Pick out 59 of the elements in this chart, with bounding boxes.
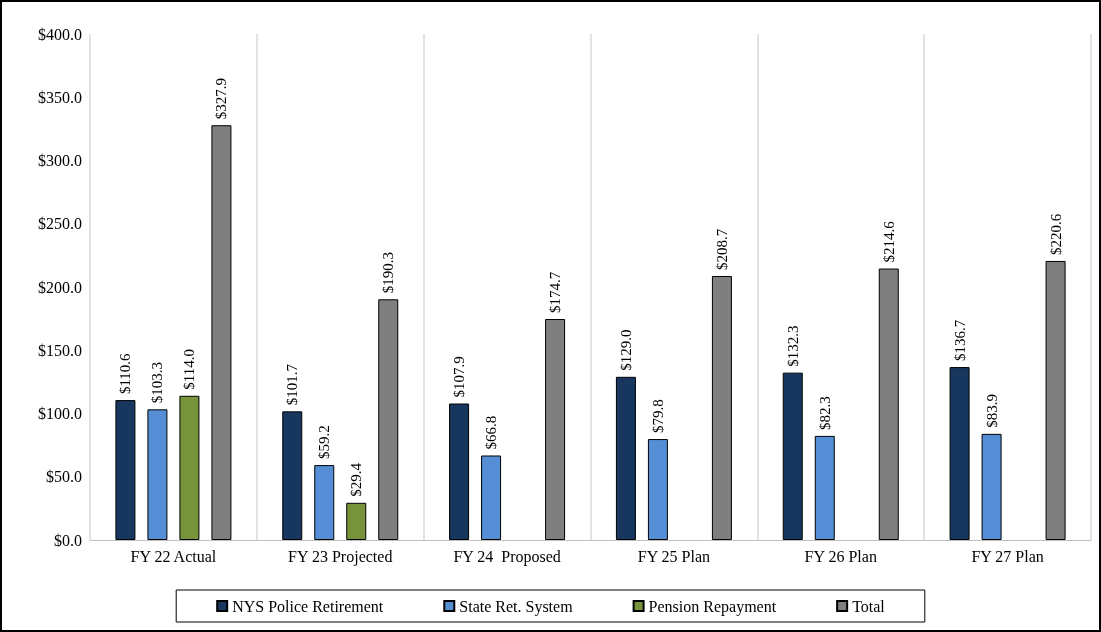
y-tick-label: $250.0	[38, 215, 82, 233]
data-label: $327.9	[213, 77, 230, 120]
data-label: $220.6	[1047, 213, 1064, 255]
bar	[211, 125, 232, 540]
legend-label: Pension Repayment	[648, 597, 777, 616]
data-label: $66.8	[483, 415, 500, 450]
bar	[878, 268, 899, 540]
legend-label: NYS Police Retirement	[232, 597, 384, 615]
x-tick-label: FY 24 Proposed	[453, 547, 561, 566]
bar	[481, 455, 502, 540]
bar	[147, 409, 168, 540]
data-label: $114.0	[181, 349, 198, 390]
bar	[647, 439, 668, 540]
data-label: $82.3	[816, 396, 833, 430]
bar	[814, 435, 835, 540]
data-label: $136.7	[951, 319, 968, 362]
data-label: $214.6	[880, 220, 897, 263]
bar	[346, 502, 367, 540]
data-label: $101.7	[284, 363, 301, 406]
bar	[949, 367, 970, 540]
x-tick-label: FY 26 Plan	[804, 547, 877, 565]
bar	[314, 465, 335, 540]
bar	[711, 275, 732, 540]
y-tick-label: $300.0	[38, 152, 82, 169]
data-label: $79.8	[649, 399, 666, 434]
x-tick-label: FY 27 Plan	[971, 547, 1044, 565]
bar	[615, 376, 636, 540]
data-label: $83.9	[983, 394, 1000, 428]
bar	[449, 403, 470, 540]
x-tick-label: FY 25 Plan	[637, 547, 711, 565]
data-label: $174.7	[547, 271, 564, 313]
data-label: $190.3	[380, 252, 397, 294]
y-tick-label: $150.0	[38, 341, 82, 359]
y-tick-label: $100.0	[38, 405, 82, 422]
data-label: $208.7	[713, 228, 730, 270]
bar	[981, 433, 1002, 540]
data-label: $132.3	[784, 325, 801, 367]
y-tick-label: $0.0	[54, 531, 82, 549]
legend-label: Total	[852, 597, 886, 615]
data-label: $107.9	[451, 356, 468, 398]
data-label: $110.6	[117, 352, 134, 395]
data-label: $103.3	[149, 362, 166, 404]
bar	[282, 411, 303, 540]
data-label: $59.2	[316, 425, 333, 460]
bar	[378, 299, 399, 540]
y-tick-label: $400.0	[38, 25, 82, 43]
x-tick-label: FY 22 Actual	[130, 547, 217, 565]
y-tick-label: $50.0	[46, 468, 82, 486]
data-label: $29.4	[348, 462, 365, 497]
y-tick-label: $350.0	[38, 88, 82, 106]
legend-label: State Ret. System	[459, 597, 574, 616]
bar	[1045, 260, 1066, 540]
bar	[782, 372, 803, 540]
bar	[115, 400, 136, 540]
y-tick-label: $200.0	[38, 278, 82, 296]
bar	[545, 319, 566, 540]
x-tick-label: FY 23 Projected	[288, 547, 393, 566]
data-label: $129.0	[617, 329, 634, 371]
bar	[179, 395, 200, 540]
